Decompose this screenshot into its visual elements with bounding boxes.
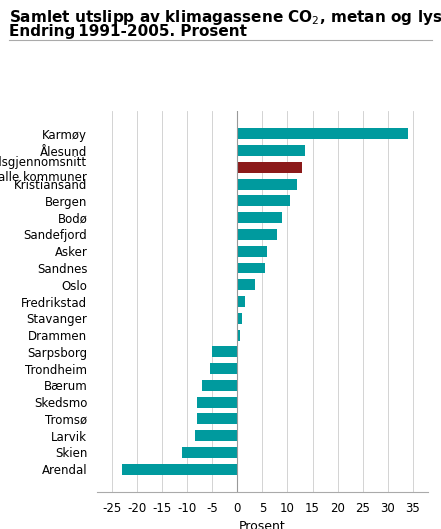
X-axis label: Prosent: Prosent: [239, 520, 286, 529]
Bar: [237, 246, 267, 257]
Bar: [212, 346, 237, 357]
Bar: [202, 380, 237, 391]
Bar: [237, 129, 408, 139]
Bar: [237, 279, 255, 290]
Bar: [237, 296, 245, 307]
Text: Endring 1991-2005. Prosent: Endring 1991-2005. Prosent: [9, 24, 247, 39]
Bar: [237, 229, 277, 240]
Bar: [237, 196, 290, 206]
Bar: [237, 162, 303, 173]
Bar: [237, 145, 305, 156]
Bar: [237, 262, 265, 273]
Bar: [237, 212, 282, 223]
Bar: [237, 330, 240, 341]
Bar: [197, 397, 237, 407]
Text: Samlet utslipp av klimagassene CO$_2$, metan og lystgass.: Samlet utslipp av klimagassene CO$_2$, m…: [9, 8, 441, 27]
Bar: [197, 414, 237, 424]
Bar: [195, 430, 237, 441]
Bar: [237, 313, 243, 324]
Bar: [182, 447, 237, 458]
Bar: [237, 179, 298, 189]
Bar: [210, 363, 237, 374]
Bar: [122, 464, 237, 475]
